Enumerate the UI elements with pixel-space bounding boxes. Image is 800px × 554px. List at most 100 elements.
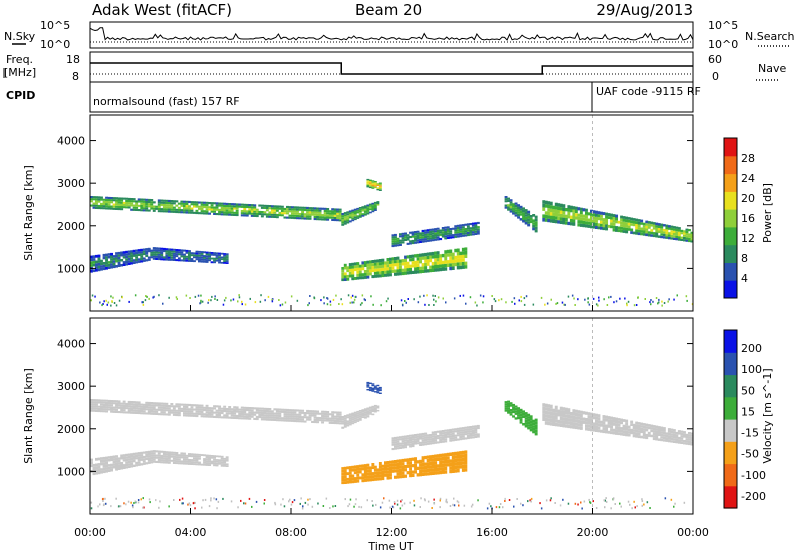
- echo-cell-8: [645, 220, 649, 224]
- echo-cell-0: [318, 207, 322, 210]
- echo-cell-2: [225, 465, 229, 467]
- echo-cell-4: [439, 430, 443, 433]
- echo-cell-8: [549, 212, 553, 216]
- echo-cell-7: [524, 424, 528, 428]
- echo-cell-3: [346, 266, 350, 270]
- echo-cell-0: [338, 413, 342, 416]
- echo-cell-0: [243, 208, 247, 211]
- echo-cell-0: [195, 203, 199, 206]
- echo-cell-0: [117, 197, 121, 200]
- echo-cell-3: [394, 469, 397, 473]
- speckle: [105, 299, 107, 302]
- echo-cell-4: [446, 228, 450, 231]
- echo-cell-8: [670, 227, 674, 231]
- echo-cell-6: [366, 184, 370, 186]
- echo-cell-2: [205, 464, 209, 466]
- echo-cell-0: [130, 411, 134, 414]
- echo-cell-8: [587, 421, 591, 425]
- echo-cell-4: [456, 226, 460, 229]
- echo-cell-8: [652, 222, 656, 225]
- echo-cell-2: [225, 256, 229, 259]
- echo-cell-0: [321, 417, 325, 420]
- echo-cell-8: [569, 425, 573, 429]
- echo-cell-0: [165, 204, 169, 207]
- echo-cell-0: [175, 411, 179, 414]
- echo-cell-1: [130, 257, 134, 260]
- echo-cell-2: [162, 453, 166, 456]
- echo-cell-2: [177, 251, 181, 254]
- speckle: [637, 296, 639, 299]
- echo-cell-3: [409, 470, 413, 474]
- echo-cell-2: [162, 459, 166, 462]
- echo-cell-3: [446, 263, 450, 267]
- echo-cell-8: [562, 410, 566, 414]
- echo-cell-0: [288, 415, 292, 418]
- echo-cell-3: [399, 462, 402, 466]
- echo-cell-0: [150, 207, 154, 210]
- speckle: [278, 299, 280, 301]
- echo-cell-0: [210, 413, 214, 416]
- echo-cell-8: [587, 224, 591, 228]
- echo-cell-2: [190, 260, 194, 262]
- echo-cell-0: [150, 203, 154, 206]
- echo-cell-8: [650, 221, 654, 225]
- echo-cell-1: [110, 260, 114, 264]
- echo-cell-8: [660, 235, 664, 239]
- echo-cell-0: [122, 409, 126, 412]
- echo-cell-3: [406, 471, 410, 475]
- echo-cell-3: [456, 454, 460, 459]
- echo-cell-0: [200, 201, 204, 204]
- speckle: [477, 499, 479, 502]
- echo-cell-8: [572, 425, 576, 429]
- echo-cell-0: [95, 206, 98, 209]
- echo-cell-3: [391, 463, 395, 467]
- echo-cell-8: [630, 420, 634, 424]
- echo-cell-8: [657, 428, 661, 431]
- echo-cell-4: [451, 236, 455, 239]
- echo-cell-8: [547, 414, 551, 419]
- echo-cell-4: [426, 436, 430, 439]
- echo-cell-4: [419, 236, 423, 239]
- echo-cell-0: [301, 217, 305, 220]
- velocity-colorbar-tick: 200: [741, 342, 762, 355]
- echo-cell-3: [436, 254, 440, 258]
- echo-cell-2: [205, 454, 209, 457]
- echo-cell-8: [612, 420, 616, 423]
- echo-cell-3: [351, 265, 355, 269]
- echo-cell-0: [338, 215, 342, 218]
- echo-cell-8: [672, 226, 676, 229]
- echo-cell-0: [331, 411, 335, 414]
- echo-cell-3: [446, 456, 450, 460]
- echo-cell-8: [640, 425, 644, 428]
- echo-cell-3: [451, 452, 455, 456]
- echo-cell-3: [459, 451, 463, 455]
- echo-cell-0: [160, 406, 164, 409]
- speckle: [140, 498, 142, 501]
- noise-tick-bottom-left: 10^0: [40, 38, 70, 51]
- echo-cell-8: [577, 419, 581, 423]
- echo-cell-0: [230, 408, 234, 411]
- echo-cell-0: [155, 410, 159, 413]
- speckle: [433, 502, 436, 505]
- echo-cell-4: [469, 223, 473, 226]
- echo-cell-0: [137, 204, 141, 207]
- speckle: [589, 501, 591, 504]
- echo-cell-3: [461, 461, 465, 465]
- echo-cell-8: [685, 237, 689, 240]
- echo-cell-2: [195, 250, 199, 253]
- echo-cell-0: [150, 199, 154, 202]
- echo-cell-1: [100, 265, 103, 268]
- echo-cell-0: [253, 212, 257, 215]
- speckle: [673, 505, 675, 508]
- echo-cell-5: [358, 419, 362, 421]
- echo-cell-4: [416, 433, 420, 436]
- echo-cell-5: [363, 408, 367, 410]
- echo-cell-2: [170, 256, 174, 259]
- echo-cell-0: [190, 201, 194, 204]
- echo-cell-0: [286, 208, 289, 211]
- echo-cell-3: [416, 270, 420, 274]
- echo-cell-0: [125, 407, 129, 410]
- echo-cell-0: [97, 410, 101, 413]
- echo-cell-0: [140, 204, 144, 207]
- speckle: [372, 303, 374, 306]
